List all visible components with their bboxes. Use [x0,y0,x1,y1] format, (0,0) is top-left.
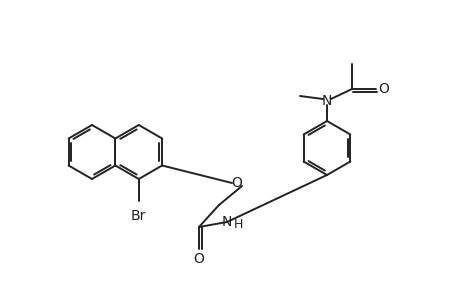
Text: O: O [378,82,389,96]
Text: N: N [321,94,331,108]
Text: O: O [193,252,204,266]
Text: N: N [221,215,232,229]
Text: O: O [231,176,242,190]
Text: Br: Br [131,209,146,223]
Text: H: H [234,218,243,230]
